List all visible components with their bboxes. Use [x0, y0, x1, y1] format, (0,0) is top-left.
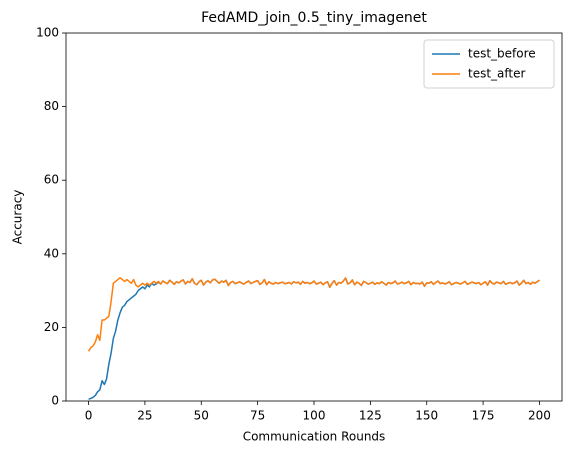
x-tick-label: 75	[250, 409, 265, 423]
x-tick-label: 25	[137, 409, 152, 423]
chart-title: FedAMD_join_0.5_tiny_imagenet	[201, 10, 427, 26]
x-tick-label: 50	[194, 409, 209, 423]
plot-frame	[65, 32, 563, 402]
y-tick-label: 80	[44, 99, 59, 113]
y-tick-label: 0	[51, 394, 59, 408]
data-line	[88, 277, 540, 400]
x-tick-label: 0	[85, 409, 93, 423]
legend-label: test_after	[468, 67, 526, 81]
y-tick-label: 60	[44, 173, 59, 187]
x-tick-label: 100	[303, 409, 326, 423]
legend-label: test_before	[468, 47, 536, 61]
x-tick-label: 200	[528, 409, 551, 423]
y-axis-label: Accuracy	[11, 190, 25, 245]
x-tick-label: 125	[359, 409, 382, 423]
y-tick-label: 20	[44, 320, 59, 334]
x-tick-label: 150	[415, 409, 438, 423]
y-tick-label: 40	[44, 246, 59, 260]
x-tick-label: 175	[472, 409, 495, 423]
data-line	[87, 276, 540, 352]
x-axis-label: Communication Rounds	[243, 430, 386, 444]
y-tick-label: 100	[36, 26, 59, 40]
legend-box	[423, 39, 555, 89]
